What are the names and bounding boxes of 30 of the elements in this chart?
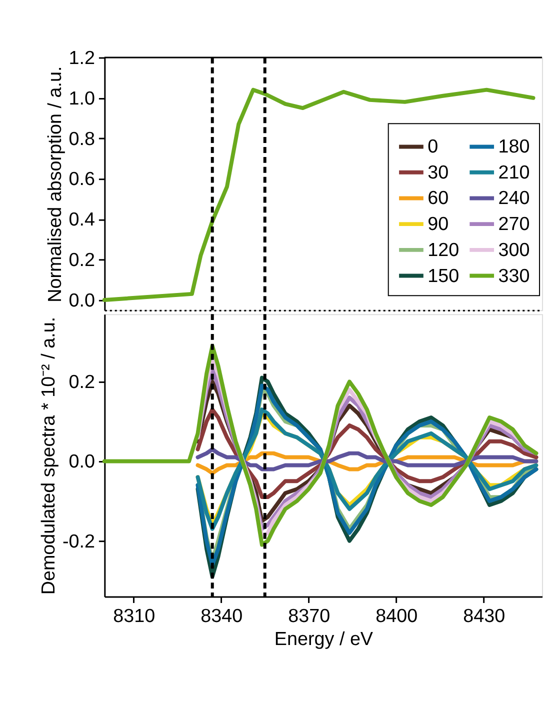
y-tick-label: 0.6 xyxy=(68,169,95,190)
y-tick-label: 1.0 xyxy=(68,88,95,110)
y-tick-label: 0.0 xyxy=(68,452,95,473)
legend-label: 150 xyxy=(428,266,460,287)
y-tick-label: 1.2 xyxy=(68,48,95,69)
legend-label: 180 xyxy=(498,136,530,158)
legend-label: 30 xyxy=(428,162,449,184)
y-tick-label: 0.0 xyxy=(68,290,95,312)
y-tick-label: -0.2 xyxy=(62,531,95,552)
y-tick-label: 0.8 xyxy=(68,128,95,150)
legend-label: 90 xyxy=(428,214,449,236)
legend-label: 210 xyxy=(498,162,530,184)
legend-label: 270 xyxy=(498,214,530,236)
x-tick-label: 8430 xyxy=(463,606,506,627)
legend-label: 300 xyxy=(498,240,530,261)
y-axis-title: Normalised absorption / a.u. xyxy=(44,66,66,302)
y-tick-label: 0.4 xyxy=(68,210,95,231)
x-tick-label: 8370 xyxy=(288,606,330,627)
y-tick-label: 0.2 xyxy=(68,372,95,394)
legend-label: 120 xyxy=(428,240,460,261)
x-tick-label: 8400 xyxy=(376,606,418,627)
legend-label: 60 xyxy=(428,188,449,210)
x-tick-label: 8310 xyxy=(113,606,156,627)
y-axis-title: Demodulated spectra * 10⁻² / a.u. xyxy=(38,316,60,595)
x-axis-title: Energy / eV xyxy=(274,628,374,650)
y-tick-label: 0.2 xyxy=(68,250,95,272)
legend-label: 240 xyxy=(498,188,530,210)
legend-label: 330 xyxy=(498,266,530,287)
legend-label: 0 xyxy=(428,136,438,158)
x-tick-label: 8340 xyxy=(200,606,243,627)
